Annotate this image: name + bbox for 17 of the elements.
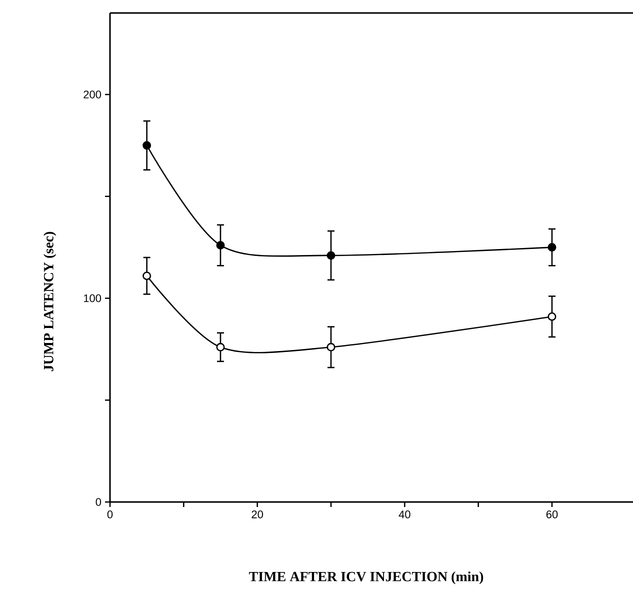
y-axis-title: JUMP LATENCY (sec) (44, 232, 56, 372)
x-tick-label: 20 (252, 510, 264, 518)
point (142, 141, 152, 150)
point (548, 312, 556, 321)
x-tick-label: 0 (107, 510, 113, 518)
point (326, 342, 336, 352)
y-tick-label: 100 (84, 294, 102, 302)
point (326, 251, 336, 260)
point (548, 243, 556, 252)
y-tick-label: 200 (84, 90, 102, 98)
point (142, 272, 152, 280)
x-axis-title: TIME AFTER ICV INJECTION (min) (249, 571, 484, 584)
y-tick-label: 0 (96, 498, 102, 506)
point (216, 342, 225, 352)
point (216, 241, 225, 250)
x-tick-label: 40 (398, 510, 410, 518)
x-tick-label: 60 (546, 510, 558, 518)
